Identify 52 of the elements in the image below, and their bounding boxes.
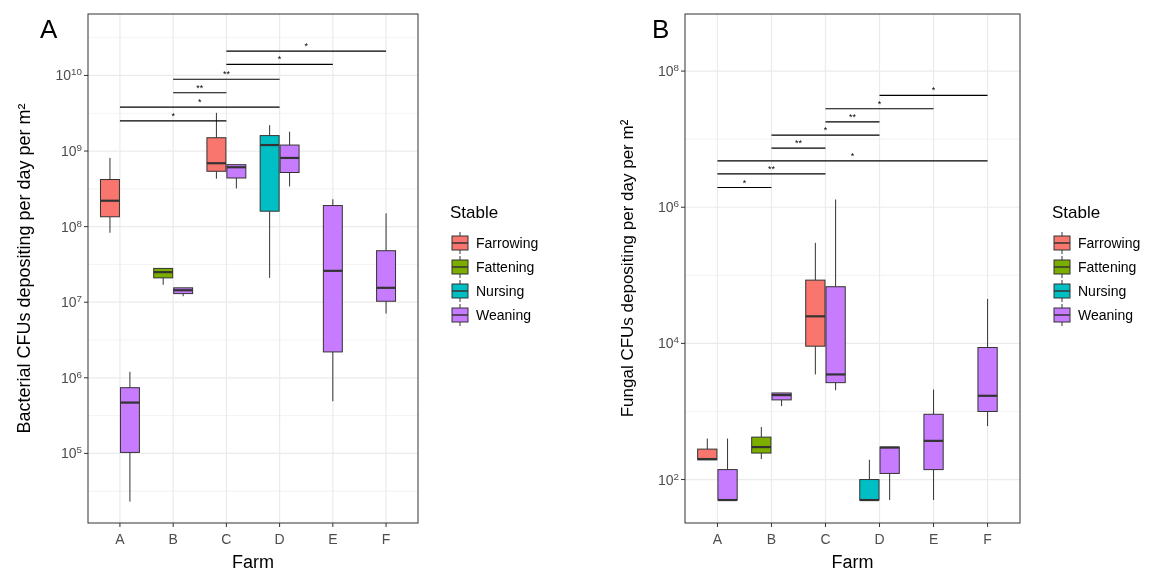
y-tick-label: 10$^{10}$ — [55, 65, 83, 84]
x-tick-label: C — [820, 531, 831, 547]
x-tick-label: A — [115, 531, 126, 547]
annotation: * — [850, 150, 855, 161]
annotation: * — [277, 54, 282, 65]
legend-label: Nursing — [476, 283, 525, 299]
y-tick-label: 10$^{2}$ — [657, 470, 679, 488]
legend-title: Stable — [450, 203, 499, 222]
y-tick-label: 10$^{8}$ — [657, 61, 680, 80]
annotation: * — [823, 125, 828, 136]
y-axis-title: Fungal CFUs depositing per day per m² — [618, 119, 637, 418]
annotation: * — [171, 110, 176, 121]
x-tick-label: F — [381, 531, 391, 547]
annotation: ** — [222, 69, 231, 80]
y-tick-label: 10$^{6}$ — [657, 197, 680, 216]
annotation: * — [198, 97, 203, 108]
legend-label: Nursing — [1078, 283, 1127, 299]
x-axis-title: Farm — [831, 552, 874, 572]
legend-label: Fattening — [1078, 259, 1137, 275]
y-tick-label: 10$^{6}$ — [60, 368, 83, 386]
y-tick-label: 10$^{4}$ — [657, 333, 680, 352]
annotation: * — [877, 98, 882, 109]
x-tick-label: B — [766, 531, 777, 547]
legend-label: Weaning — [1078, 307, 1134, 323]
x-tick-label: A — [712, 531, 723, 547]
annotation: * — [931, 85, 936, 96]
annotation: ** — [767, 163, 776, 174]
x-tick-label: D — [274, 531, 285, 547]
y-tick-label: 10$^{7}$ — [60, 292, 82, 311]
legend-label: Fattening — [476, 259, 535, 275]
annotation: ** — [794, 138, 803, 149]
chart-title: A — [40, 14, 58, 44]
annotation: ** — [848, 111, 857, 122]
x-tick-label: E — [328, 531, 338, 547]
chart-title: B — [652, 14, 670, 44]
annotation: ** — [196, 82, 204, 93]
x-tick-label: B — [168, 531, 178, 547]
x-tick-label: E — [928, 531, 939, 547]
y-axis-title: Bacterial CFUs depositing per day per m² — [14, 103, 34, 434]
legend-label: Farrowing — [1078, 235, 1141, 251]
x-tick-label: C — [221, 531, 232, 547]
x-tick-label: D — [874, 531, 885, 547]
legend-label: Weaning — [476, 307, 532, 323]
annotation: * — [304, 41, 309, 52]
y-tick-label: 10$^{9}$ — [60, 141, 82, 160]
x-tick-label: F — [983, 531, 992, 547]
y-tick-label: 10$^{5}$ — [60, 443, 83, 462]
x-axis-title: Farm — [232, 552, 274, 572]
y-tick-label: 10$^{8}$ — [60, 217, 83, 235]
legend-label: Farrowing — [476, 235, 539, 251]
legend-title: Stable — [1052, 203, 1101, 222]
annotation: * — [742, 177, 747, 188]
